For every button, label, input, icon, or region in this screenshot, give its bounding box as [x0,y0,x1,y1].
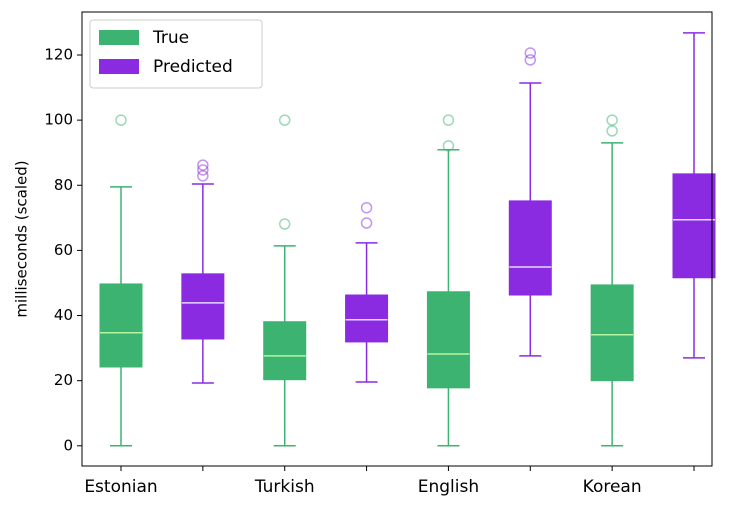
y-tick-label: 100 [44,111,73,129]
x-tick-label: Estonian [84,477,157,497]
box [99,283,143,368]
box [590,284,634,382]
y-axis-label: milliseconds (scaled) [13,160,31,317]
box [426,291,470,389]
outlier [524,47,537,59]
y-tick-label: 80 [54,176,73,194]
outlier [278,218,291,230]
y-tick-label: 0 [63,436,73,454]
legend-label: True [152,28,189,48]
outlier [606,125,618,137]
outlier [115,114,127,126]
legend-swatch [99,59,139,74]
outlier [442,114,455,126]
outlier [360,217,373,229]
x-tick-label: Korean [583,477,642,497]
y-tick-label: 60 [54,241,73,259]
outlier [360,201,373,214]
y-tick-label: 120 [44,45,73,63]
box [263,321,307,381]
box [345,294,389,343]
legend-label: Predicted [153,57,233,77]
y-tick-label: 40 [54,306,73,324]
outlier [524,54,537,66]
legend-swatch [99,30,139,45]
x-tick-label: Turkish [254,477,315,497]
box [181,273,225,340]
box [508,200,552,296]
outlier [442,140,455,152]
outlier [197,164,209,176]
plot-frame [81,11,713,467]
outlier [278,114,291,126]
box [672,173,716,279]
outlier [197,170,209,182]
y-tick-label: 20 [54,371,73,389]
x-tick-label: English [418,477,479,497]
outlier [606,114,618,126]
